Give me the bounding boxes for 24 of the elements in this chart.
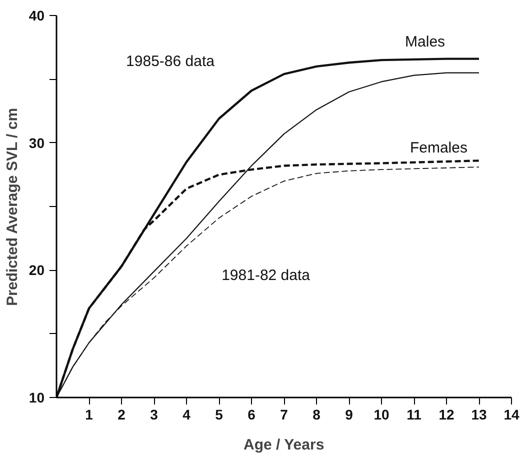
x-tick-label: 2 (118, 406, 126, 422)
x-tick-label: 11 (406, 406, 422, 422)
x-tick-label: 7 (280, 406, 288, 422)
x-tick-label: 5 (215, 406, 224, 422)
x-axis-title: Age / Years (244, 436, 324, 454)
y-tick-label: 20 (28, 262, 45, 278)
x-tick-label: 14 (504, 406, 520, 422)
annotation: 1985-86 data (126, 52, 216, 70)
annotation: 1981-82 data (222, 266, 311, 284)
x-tick-label: 1 (85, 406, 94, 422)
y-tick-label: 30 (28, 134, 45, 151)
y-axis-title: Predicted Average SVL / cm (4, 108, 21, 306)
x-tick-label: 10 (374, 406, 390, 422)
annotation: Males (405, 34, 446, 51)
x-tick-label: 6 (248, 406, 256, 422)
x-tick-label: 4 (182, 406, 191, 422)
y-tick-label: 10 (28, 390, 45, 406)
x-tick-label: 13 (471, 406, 487, 422)
y-tick-label: 40 (28, 8, 45, 24)
x-tick-label: 9 (345, 406, 354, 422)
annotation: Females (410, 140, 468, 157)
x-tick-label: 8 (312, 406, 321, 422)
x-tick-label: 3 (150, 406, 158, 422)
x-tick-label: 12 (438, 406, 454, 422)
